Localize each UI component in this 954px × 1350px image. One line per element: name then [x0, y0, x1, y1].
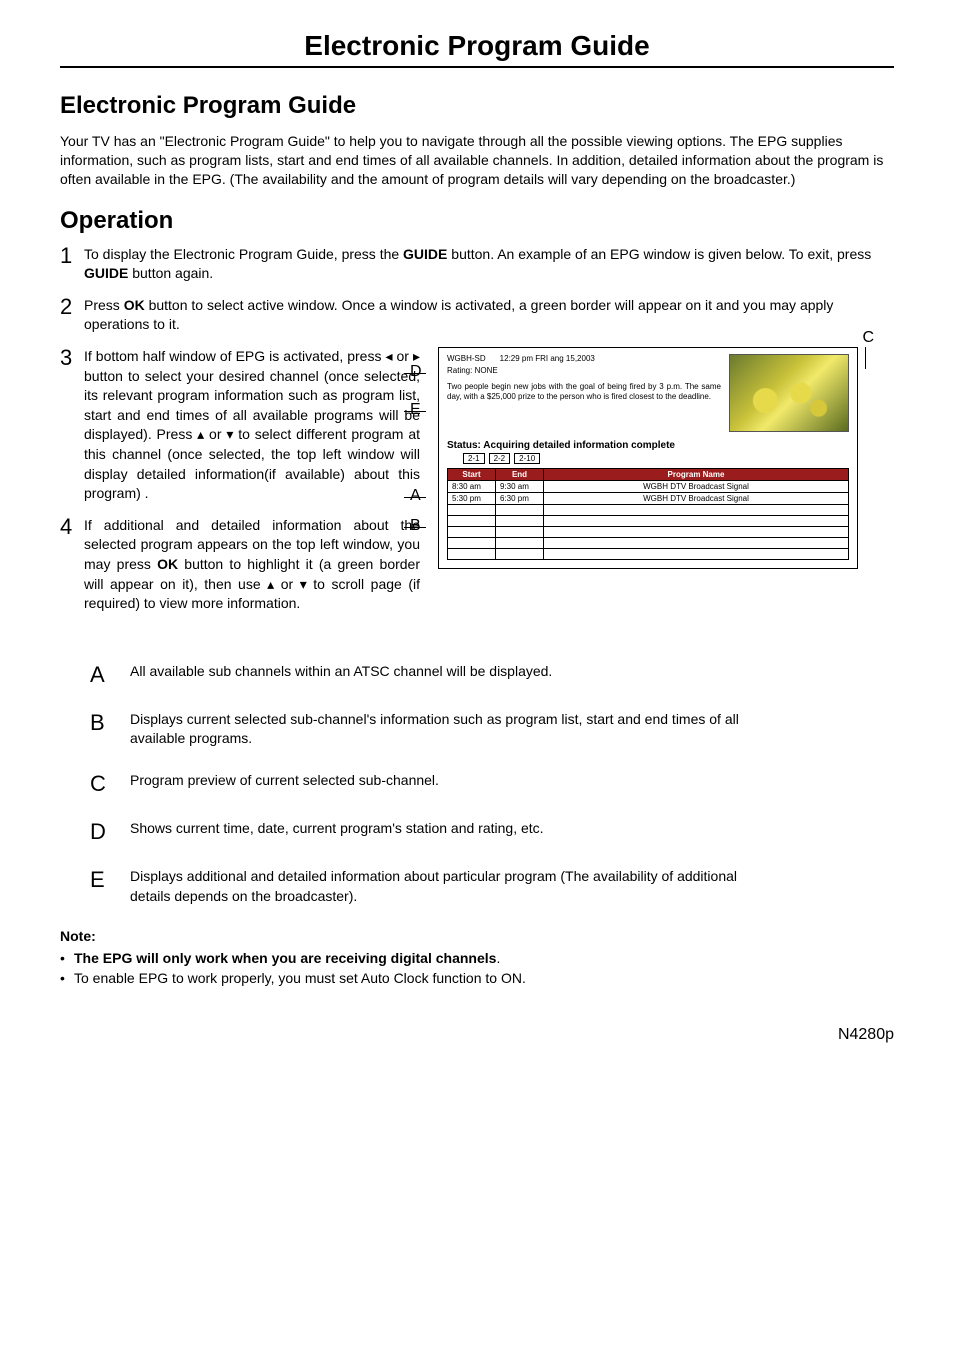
legend-text: All available sub channels within an ATS…: [130, 662, 552, 682]
epg-tab[interactable]: 2-2: [489, 453, 511, 464]
table-row: [448, 549, 849, 560]
legend-letter: A: [90, 662, 130, 688]
epg-tab[interactable]: 2-10: [514, 453, 540, 464]
step-4: 4 If additional and detailed information…: [60, 516, 420, 614]
legend-text: Program preview of current selected sub-…: [130, 771, 439, 791]
text: To display the Electronic Program Guide,…: [84, 246, 403, 262]
epg-program-table: Start End Program Name 8:30 am 9:30 am W…: [447, 468, 849, 560]
operation-heading: Operation: [60, 207, 894, 235]
diagram-label-b: B: [410, 517, 421, 535]
text: Press: [84, 297, 124, 313]
note-label: Note:: [60, 928, 894, 944]
legend-item: B Displays current selected sub-channel'…: [90, 710, 894, 749]
section-heading: Electronic Program Guide: [60, 92, 894, 120]
diagram-label-e: E: [410, 401, 421, 419]
epg-description: Two people begin new jobs with the goal …: [447, 382, 721, 402]
legend-letter: C: [90, 771, 130, 797]
epg-channel-tabs: 2-1 2-2 2-10: [439, 453, 857, 468]
step-number: 1: [60, 245, 84, 267]
legend-letter: B: [90, 710, 130, 736]
guide-keyword: GUIDE: [403, 246, 447, 262]
table-row[interactable]: 5:30 pm 6:30 pm WGBH DTV Broadcast Signa…: [448, 493, 849, 505]
bullet-text: The EPG will only work when you are rece…: [74, 950, 500, 966]
guide-keyword: GUIDE: [84, 265, 128, 281]
bullet-icon: [60, 950, 74, 966]
diagram-line: [865, 347, 866, 369]
text: .: [496, 950, 500, 966]
ok-keyword: OK: [157, 556, 178, 572]
bullet-text: To enable EPG to work properly, you must…: [74, 970, 526, 986]
note-block: Note: The EPG will only work when you ar…: [60, 928, 894, 986]
cell-end: 9:30 am: [496, 481, 544, 493]
legend-item: D Shows current time, date, current prog…: [90, 819, 894, 845]
text: The EPG will only work when you are rece…: [74, 950, 496, 966]
legend-letter: D: [90, 819, 130, 845]
text: button again.: [128, 265, 213, 281]
note-bullet: The EPG will only work when you are rece…: [60, 950, 894, 966]
bullet-icon: [60, 970, 74, 986]
table-row[interactable]: 8:30 am 9:30 am WGBH DTV Broadcast Signa…: [448, 481, 849, 493]
legend-item: E Displays additional and detailed infor…: [90, 867, 894, 906]
text: Note: [60, 928, 91, 944]
intro-paragraph: Your TV has an "Electronic Program Guide…: [60, 132, 894, 189]
step-number: 4: [60, 516, 84, 538]
epg-preview-thumbnail: [729, 354, 849, 432]
epg-top-pane: WGBH-SD 12:29 pm FRI ang 15,2003 Rating:…: [439, 348, 857, 434]
cell-start: 8:30 am: [448, 481, 496, 493]
epg-status: Status: Acquiring detailed information c…: [439, 434, 857, 453]
table-row: [448, 505, 849, 516]
epg-station: WGBH-SD: [447, 354, 486, 364]
page-title: Electronic Program Guide: [60, 30, 894, 68]
step-1: 1 To display the Electronic Program Guid…: [60, 245, 894, 284]
diagram-label-d: D: [410, 363, 422, 381]
legend-text: Shows current time, date, current progra…: [130, 819, 544, 839]
text: button. An example of an EPG window is g…: [447, 246, 871, 262]
cell-start: 5:30 pm: [448, 493, 496, 505]
diagram-line: [404, 373, 426, 374]
model-number: N4280p: [60, 1026, 894, 1044]
step-2: 2 Press OK button to select active windo…: [60, 296, 894, 335]
epg-window: WGBH-SD 12:29 pm FRI ang 15,2003 Rating:…: [438, 347, 858, 569]
epg-datetime: 12:29 pm FRI ang 15,2003: [500, 354, 595, 364]
ok-keyword: OK: [124, 297, 145, 313]
diagram-label-c: C: [862, 329, 874, 347]
epg-tab[interactable]: 2-1: [463, 453, 485, 464]
step-text: Press OK button to select active window.…: [84, 296, 894, 335]
col-program-name: Program Name: [544, 469, 849, 481]
note-bullet: To enable EPG to work properly, you must…: [60, 970, 894, 986]
epg-diagram: C D E A B WGBH-SD 12:29 pm FRI ang 15,20…: [438, 347, 894, 569]
col-start: Start: [448, 469, 496, 481]
step-text: If additional and detailed information a…: [84, 516, 420, 614]
step-text: If bottom half window of EPG is activate…: [84, 347, 420, 504]
table-header-row: Start End Program Name: [448, 469, 849, 481]
legend-item: A All available sub channels within an A…: [90, 662, 894, 688]
table-row: [448, 538, 849, 549]
text: button to select active window. Once a w…: [84, 297, 833, 333]
legend-text: Displays additional and detailed informa…: [130, 867, 750, 906]
cell-end: 6:30 pm: [496, 493, 544, 505]
legend-letter: E: [90, 867, 130, 893]
epg-rating: Rating: NONE: [447, 366, 721, 376]
diagram-line: [404, 527, 426, 528]
diagram-line: [404, 497, 426, 498]
legend-item: C Program preview of current selected su…: [90, 771, 894, 797]
col-end: End: [496, 469, 544, 481]
table-row: [448, 527, 849, 538]
step-text: To display the Electronic Program Guide,…: [84, 245, 894, 284]
step-number: 3: [60, 347, 84, 369]
table-row: [448, 516, 849, 527]
cell-program-name: WGBH DTV Broadcast Signal: [544, 493, 849, 505]
step-number: 2: [60, 296, 84, 318]
epg-info-pane: WGBH-SD 12:29 pm FRI ang 15,2003 Rating:…: [447, 354, 721, 432]
legend-list: A All available sub channels within an A…: [90, 662, 894, 906]
step-3: 3 If bottom half window of EPG is activa…: [60, 347, 420, 504]
cell-program-name: WGBH DTV Broadcast Signal: [544, 481, 849, 493]
diagram-line: [404, 411, 426, 412]
diagram-label-a: A: [410, 487, 421, 505]
legend-text: Displays current selected sub-channel's …: [130, 710, 750, 749]
